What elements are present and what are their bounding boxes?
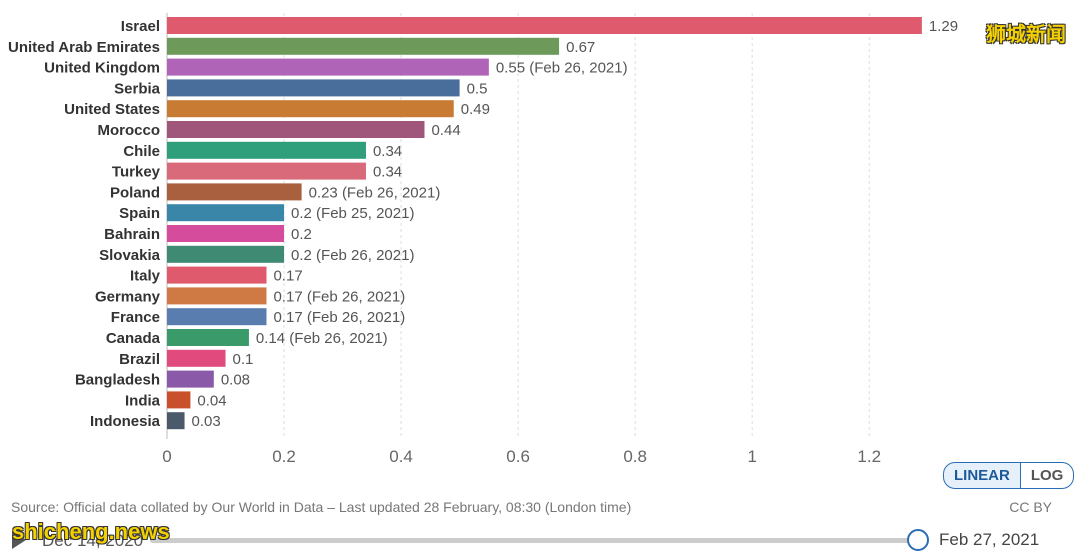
x-tick-label: 0.2 <box>272 447 296 466</box>
bar[interactable] <box>167 79 460 97</box>
value-label: 0.2 (Feb 25, 2021) <box>291 205 414 222</box>
value-label: 0.34 <box>373 143 402 160</box>
category-label: Indonesia <box>90 413 161 430</box>
bar[interactable] <box>167 412 185 430</box>
value-label: 0.44 <box>431 122 460 139</box>
bar[interactable] <box>167 287 267 305</box>
value-label: 0.17 <box>273 268 302 285</box>
bar[interactable] <box>167 204 285 222</box>
category-label: India <box>125 392 161 409</box>
bar[interactable] <box>167 225 285 242</box>
timeline-handle[interactable] <box>907 529 929 551</box>
category-label: Slovakia <box>99 247 161 264</box>
x-tick-label: 0.4 <box>389 447 413 466</box>
linear-scale-button[interactable]: LINEAR <box>943 462 1021 489</box>
category-label: Poland <box>110 184 160 201</box>
category-label: Turkey <box>112 164 161 181</box>
value-label: 0.23 (Feb 26, 2021) <box>309 184 441 201</box>
category-label: Bahrain <box>104 226 160 243</box>
category-label: United States <box>64 101 160 118</box>
category-label: Chile <box>123 143 160 160</box>
category-label: France <box>111 309 160 326</box>
timeline-end-date: Feb 27, 2021 <box>939 530 1040 549</box>
timeline-start-date: Dec 14, 2020 <box>42 531 144 550</box>
bar[interactable] <box>167 183 302 201</box>
license-link[interactable]: CC BY <box>1009 499 1052 515</box>
category-label: Serbia <box>114 80 161 97</box>
watermark-bottom: shicheng.news <box>12 519 170 544</box>
bar[interactable] <box>167 308 267 326</box>
value-label: 0.55 (Feb 26, 2021) <box>496 60 628 77</box>
timeline-track[interactable] <box>150 538 917 543</box>
category-label: Morocco <box>97 122 160 139</box>
x-tick-label: 0.6 <box>506 447 530 466</box>
bar[interactable] <box>167 391 191 409</box>
x-tick-label: 1 <box>747 447 756 466</box>
category-label: Canada <box>106 330 161 347</box>
bar[interactable] <box>167 58 489 76</box>
bar[interactable] <box>167 349 226 367</box>
bar[interactable] <box>167 17 922 34</box>
category-label: Brazil <box>119 351 160 368</box>
category-label: Spain <box>119 205 160 222</box>
value-label: 1.29 <box>929 18 958 35</box>
value-label: 0.1 <box>233 351 254 368</box>
bar[interactable] <box>167 100 454 118</box>
value-label: 0.17 (Feb 26, 2021) <box>273 309 405 326</box>
play-icon[interactable] <box>12 531 26 549</box>
x-tick-label: 0.8 <box>623 447 647 466</box>
scale-toggle: LINEAR LOG <box>943 462 1075 489</box>
value-label: 0.34 <box>373 164 402 181</box>
bar[interactable] <box>167 266 267 284</box>
value-label: 0.67 <box>566 39 595 56</box>
value-label: 0.08 <box>221 372 250 389</box>
bar[interactable] <box>167 121 425 138</box>
x-tick-label: 1.2 <box>857 447 881 466</box>
category-label: United Arab Emirates <box>8 39 160 56</box>
bar[interactable] <box>167 329 249 346</box>
timeline: Dec 14, 2020 Feb 27, 2021 <box>0 526 1080 554</box>
source-note: Source: Official data collated by Our Wo… <box>11 499 632 515</box>
bar-chart: 0 0.2 0.4 0.6 0.8 1 1.2 Israel 1.29 United Arab E… <box>8 13 958 466</box>
category-label: Israel <box>121 18 160 35</box>
watermark-top: 狮城新闻 <box>986 24 1066 46</box>
bar[interactable] <box>167 245 285 263</box>
bar[interactable] <box>167 370 214 388</box>
category-label: Germany <box>95 288 161 305</box>
category-label: Bangladesh <box>75 372 160 389</box>
category-label: United Kingdom <box>44 60 160 77</box>
value-label: 0.04 <box>197 392 226 409</box>
log-scale-button[interactable]: LOG <box>1020 462 1075 489</box>
value-label: 0.2 <box>291 226 312 243</box>
value-label: 0.14 (Feb 26, 2021) <box>256 330 388 347</box>
value-label: 0.5 <box>467 80 488 97</box>
value-label: 0.49 <box>461 101 490 118</box>
value-label: 0.03 <box>192 413 221 430</box>
category-label: Italy <box>130 268 161 285</box>
x-tick-label: 0 <box>162 447 171 466</box>
bar[interactable] <box>167 141 366 159</box>
value-label: 0.2 (Feb 26, 2021) <box>291 247 414 264</box>
bar[interactable] <box>167 162 366 180</box>
bar[interactable] <box>167 37 560 55</box>
value-label: 0.17 (Feb 26, 2021) <box>273 288 405 305</box>
